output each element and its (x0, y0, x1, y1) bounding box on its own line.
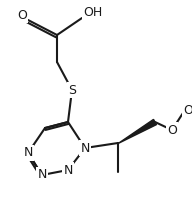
Text: O: O (17, 9, 27, 21)
Text: O: O (167, 123, 177, 137)
Text: OH: OH (83, 6, 103, 18)
Text: O: O (183, 104, 192, 116)
Polygon shape (118, 119, 156, 143)
Text: N: N (37, 168, 47, 181)
Text: N: N (63, 163, 73, 177)
Text: N: N (80, 141, 90, 155)
Text: S: S (68, 83, 76, 97)
Text: O: O (183, 104, 192, 116)
Text: N: N (23, 147, 33, 159)
